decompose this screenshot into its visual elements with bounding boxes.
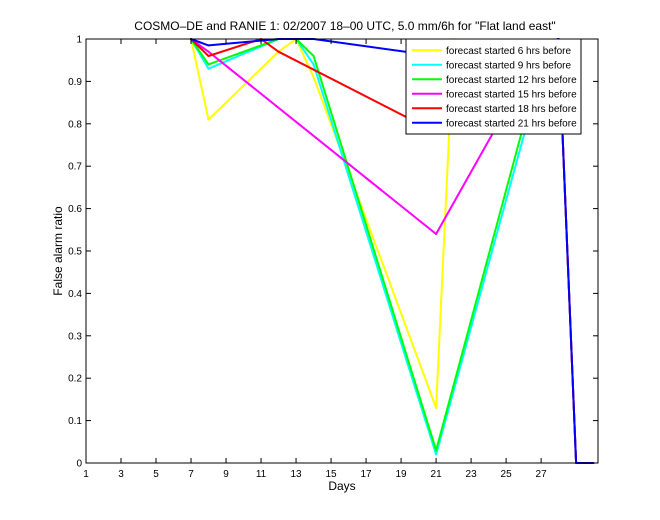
x-tick-label: 19	[396, 469, 408, 480]
x-tick-label: 3	[118, 469, 124, 480]
x-tick-label: 9	[223, 469, 229, 480]
x-tick-label: 25	[501, 469, 513, 480]
y-axis: 0 0.1 0.2 0.3 0.4 0.5 0.6 0.7 0.8 0.9 1	[68, 35, 598, 470]
data-point	[435, 453, 438, 456]
y-tick-label: 0.2	[68, 374, 82, 385]
data-point	[435, 233, 438, 235]
legend-label: forecast started 18 hrs before	[446, 104, 577, 115]
y-tick-label: 0.5	[68, 247, 82, 258]
y-tick-label: 0.6	[68, 204, 82, 215]
data-point	[435, 406, 438, 409]
x-tick-label: 13	[290, 469, 302, 480]
data-point	[207, 50, 210, 53]
data-point	[312, 63, 315, 66]
y-tick-label: 0.4	[68, 289, 82, 300]
legend: forecast started 6 hrs before forecast st…	[405, 38, 582, 135]
legend-label: forecast started 15 hrs before	[446, 89, 577, 100]
x-tick-label: 27	[536, 469, 548, 480]
data-point	[435, 449, 438, 452]
data-point	[207, 63, 210, 66]
x-axis: 1 3 5 7 9 11 13 15 17 19 21 23 25 27	[83, 39, 547, 480]
data-point	[207, 44, 210, 47]
x-tick-label: 1	[83, 469, 89, 480]
y-tick-label: 0.7	[68, 162, 82, 173]
x-tick-label: 21	[431, 469, 443, 480]
data-point	[312, 76, 315, 79]
data-point	[312, 55, 315, 57]
y-tick-label: 0.9	[68, 77, 82, 88]
y-tick-label: 1	[76, 35, 82, 46]
x-tick-label: 17	[361, 469, 373, 480]
x-tick-label: 23	[466, 469, 478, 480]
data-point	[207, 55, 210, 57]
data-point	[277, 50, 280, 53]
x-tick-label: 7	[188, 469, 194, 480]
legend-box	[405, 38, 582, 135]
legend-label: forecast started 9 hrs before	[446, 60, 572, 71]
data-point	[207, 118, 210, 121]
legend-label: forecast started 21 hrs before	[446, 118, 577, 129]
y-tick-label: 0	[76, 459, 82, 470]
y-axis-label: False alarm ratio	[51, 206, 65, 296]
y-tick-label: 0.3	[68, 331, 82, 342]
chart-title: COSMO–DE and RANIE 1: 02/2007 18–00 UTC,…	[134, 19, 555, 33]
x-tick-label: 15	[325, 469, 337, 480]
x-axis-label: Days	[328, 479, 355, 493]
series-line-6	[190, 38, 594, 464]
legend-label: forecast started 6 hrs before	[446, 46, 572, 57]
legend-label: forecast started 12 hrs before	[446, 75, 577, 86]
x-tick-label: 5	[153, 469, 159, 480]
x-tick-label: 11	[256, 469, 267, 480]
y-tick-label: 0.8	[68, 119, 82, 130]
data-point	[207, 67, 210, 70]
y-tick-label: 0.1	[68, 416, 82, 427]
